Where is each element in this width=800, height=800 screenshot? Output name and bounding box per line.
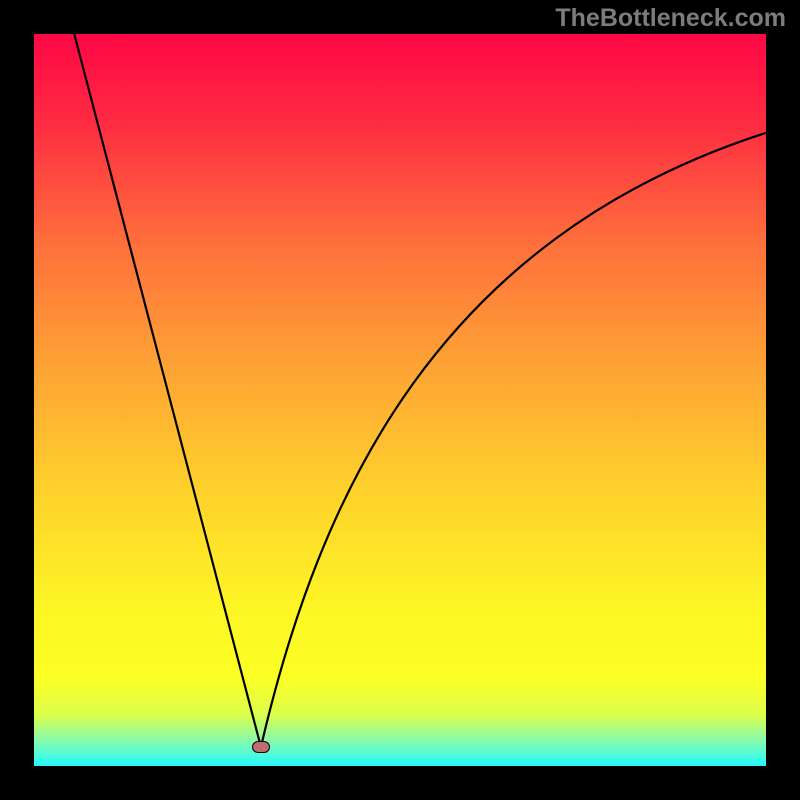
curve-layer — [0, 0, 800, 800]
optimum-marker — [252, 741, 270, 753]
bottleneck-curve — [74, 34, 766, 747]
